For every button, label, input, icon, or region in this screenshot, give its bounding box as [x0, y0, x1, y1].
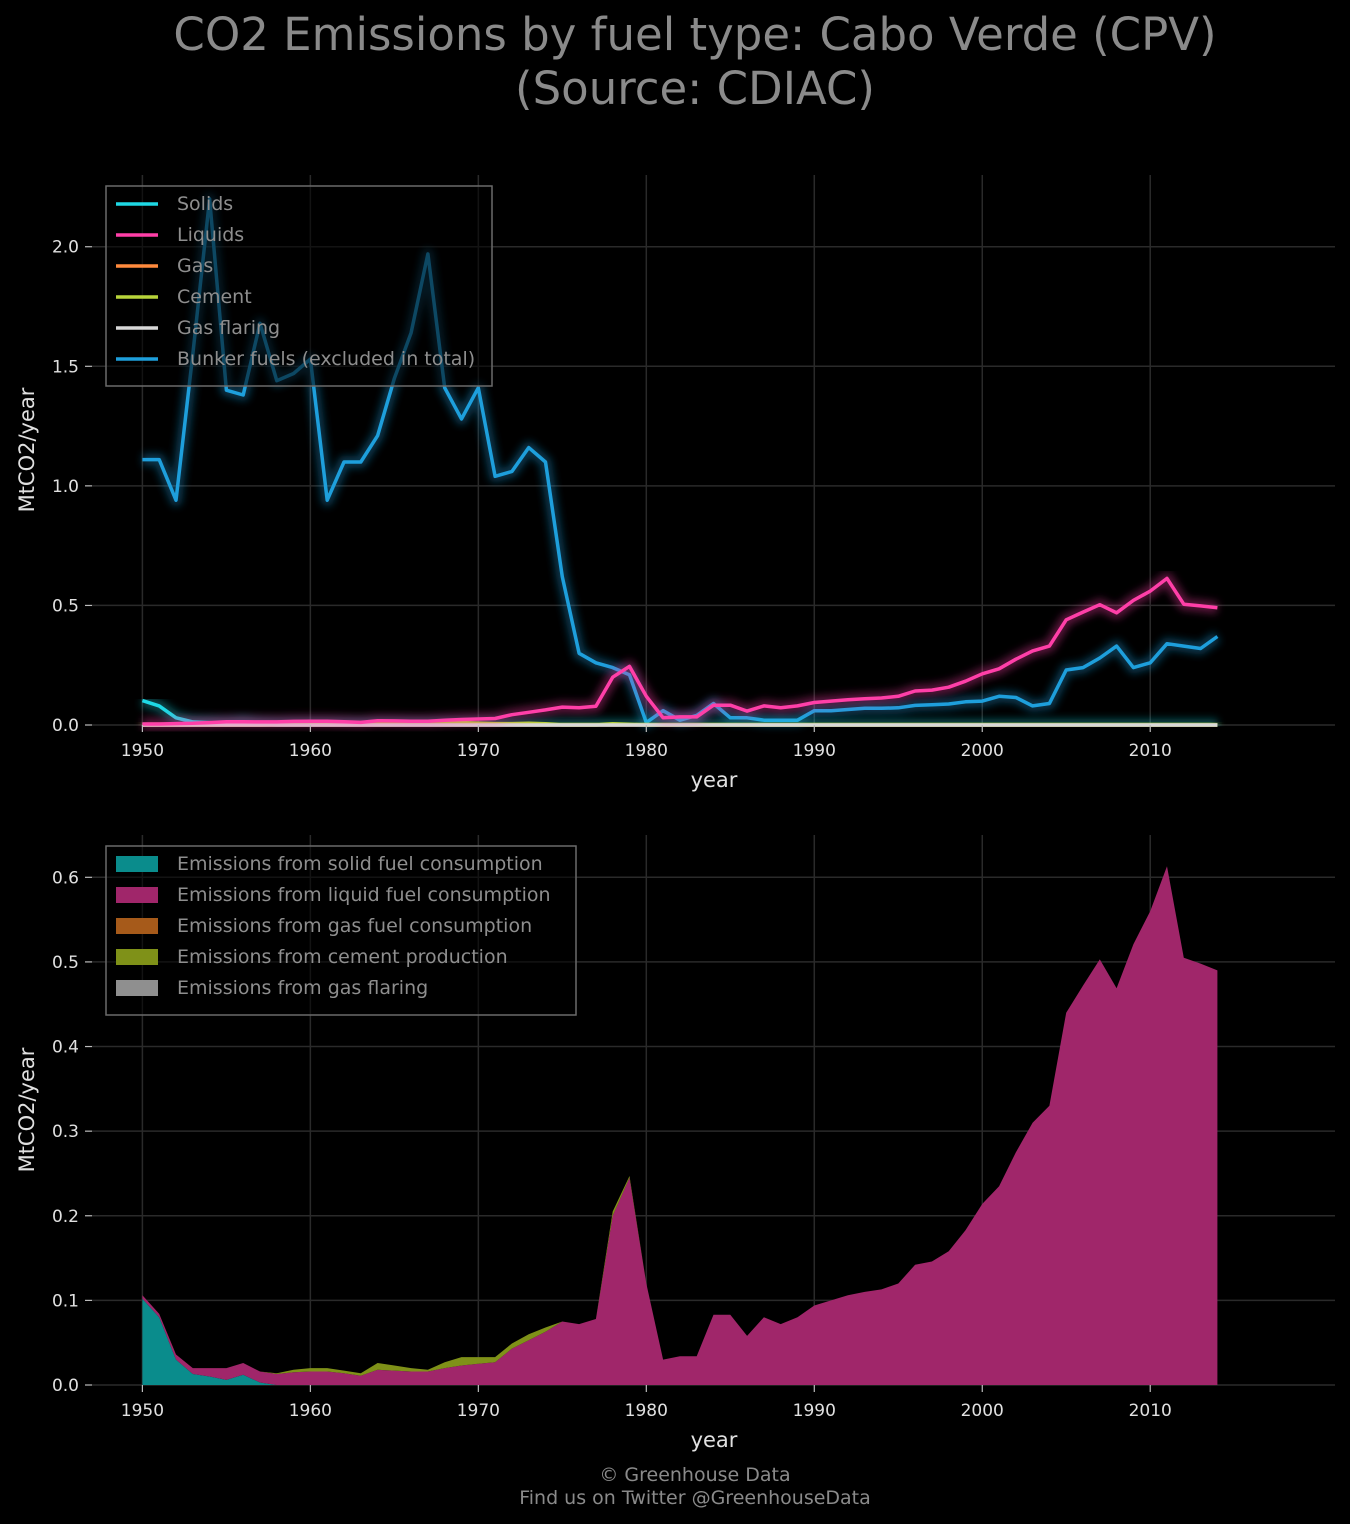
- legend-label-emissions-from-gas-flaring: Emissions from gas flaring: [177, 977, 428, 999]
- legend-label-gas-flaring: Gas flaring: [177, 317, 280, 339]
- x-tick-label: 1950: [121, 741, 164, 761]
- legend-box: [105, 845, 577, 1016]
- chart-title: CO2 Emissions by fuel type: Cabo Verde (…: [0, 8, 1350, 116]
- y-tick-label: 1.0: [52, 477, 79, 497]
- x-axis-label: year: [691, 1428, 738, 1452]
- legend-swatch-emissions-from-cement-production: [116, 949, 158, 965]
- y-tick-label: 0.5: [52, 596, 79, 616]
- line-chart: 1950 1960 1970 1980 1990 2000 2010 0.0 0.5 1.0 1.5…: [15, 175, 1335, 792]
- x-tick-label: 1980: [625, 741, 668, 761]
- footer: © Greenhouse Data Find us on Twitter @Gr…: [0, 1464, 1350, 1510]
- legend-label-emissions-from-cement-production: Emissions from cement production: [177, 946, 508, 968]
- y-tick-label: 0.5: [52, 953, 79, 973]
- footer-copyright: © Greenhouse Data: [599, 1464, 791, 1486]
- legend-label-cement: Cement: [177, 286, 252, 308]
- legend-label-emissions-from-liquid-fuel-consumption: Emissions from liquid fuel consumption: [177, 884, 551, 906]
- legend: Solids Liquids Gas Cement Gas flaring Bunker …: [105, 185, 493, 387]
- y-tick-label: 1.5: [52, 357, 79, 377]
- x-tick-label: 1980: [625, 1401, 668, 1421]
- y-tick-label: 0.4: [52, 1038, 79, 1058]
- title-line-1: CO2 Emissions by fuel type: Cabo Verde (…: [173, 8, 1217, 61]
- area-emissions-from-liquid-fuel-consumption: [142, 866, 1218, 1385]
- series-line-liquids: [142, 576, 1218, 726]
- legend-swatch-emissions-from-gas-flaring: [116, 980, 158, 996]
- axes: 1950 1960 1970 1980 1990 2000 2010 0.0 0.1 0.2 0.3…: [15, 868, 1172, 1452]
- x-tick-label: 1960: [289, 741, 332, 761]
- x-tick-label: 2000: [961, 1401, 1004, 1421]
- legend-label-gas: Gas: [177, 255, 213, 277]
- x-tick-label: 2000: [961, 741, 1004, 761]
- legend-swatch-emissions-from-liquid-fuel-consumption: [116, 887, 158, 903]
- legend-label-solids: Solids: [177, 193, 233, 215]
- x-tick-label: 1990: [793, 1401, 836, 1421]
- x-tick-label: 1970: [457, 1401, 500, 1421]
- legend-swatch-emissions-from-solid-fuel-consumption: [116, 856, 158, 872]
- series-group: [142, 866, 1218, 1385]
- legend-label-bunker-fuels-excluded-in-total: Bunker fuels (excluded in total): [177, 348, 475, 370]
- y-axis-label: MtCO2/year: [15, 387, 39, 512]
- title-line-2: (Source: CDIAC): [515, 62, 875, 115]
- legend-label-emissions-from-gas-fuel-consumption: Emissions from gas fuel consumption: [177, 915, 532, 937]
- legend: Emissions from solid fuel consumption Emi…: [105, 845, 577, 1016]
- legend-label-liquids: Liquids: [177, 224, 244, 246]
- y-tick-label: 0.1: [52, 1291, 79, 1311]
- y-tick-label: 0.6: [52, 868, 79, 888]
- footer-twitter: Find us on Twitter @GreenhouseData: [519, 1487, 871, 1509]
- x-axis-label: year: [691, 768, 738, 792]
- x-tick-label: 2010: [1129, 1401, 1172, 1421]
- x-tick-label: 2010: [1129, 741, 1172, 761]
- y-tick-label: 0.3: [52, 1122, 79, 1142]
- series-group: [140, 192, 1221, 731]
- x-tick-label: 1970: [457, 741, 500, 761]
- y-tick-label: 0.0: [52, 1376, 79, 1396]
- y-tick-label: 0.2: [52, 1207, 79, 1227]
- x-tick-label: 1990: [793, 741, 836, 761]
- x-tick-label: 1960: [289, 1401, 332, 1421]
- legend-box: [105, 185, 493, 387]
- y-tick-label: 2.0: [52, 238, 79, 258]
- legend-label-emissions-from-solid-fuel-consumption: Emissions from solid fuel consumption: [177, 853, 543, 875]
- stacked-area-chart: 1950 1960 1970 1980 1990 2000 2010 0.0 0.1 0.2 0.3…: [15, 835, 1335, 1452]
- y-tick-label: 0.0: [52, 716, 79, 736]
- x-tick-label: 1950: [121, 1401, 164, 1421]
- legend-swatch-emissions-from-gas-fuel-consumption: [116, 918, 158, 934]
- y-axis-label: MtCO2/year: [15, 1047, 39, 1172]
- axes: 1950 1960 1970 1980 1990 2000 2010 0.0 0.5 1.0 1.5…: [15, 238, 1172, 792]
